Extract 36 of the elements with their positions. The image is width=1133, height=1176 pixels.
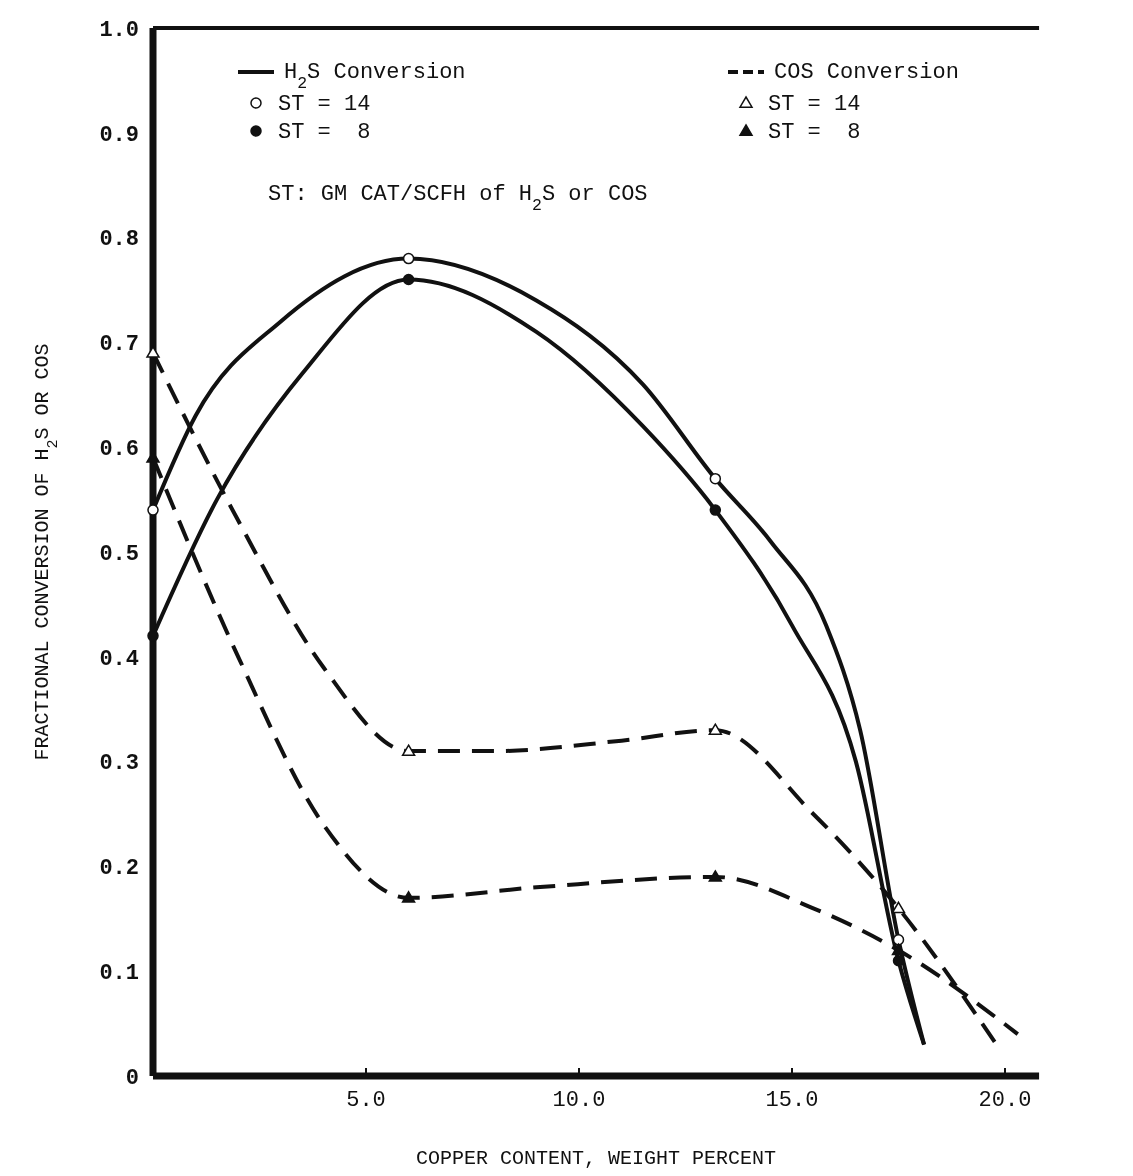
point — [709, 472, 722, 485]
y-tick-label: 0.9 — [99, 122, 139, 148]
x-tick-label: 5.0 — [346, 1088, 386, 1113]
point — [402, 273, 415, 286]
y-tick-label: 0.3 — [99, 751, 139, 777]
point — [709, 504, 722, 516]
y-tick-label: 1.0 — [99, 17, 139, 43]
legend-label: COS Conversion — [774, 60, 959, 85]
annotation: ST: GM CAT/SCFH of H$_{2}$S or COS — [268, 182, 648, 215]
y-tick-label: 0.4 — [99, 646, 139, 672]
point — [147, 504, 159, 516]
point — [147, 630, 159, 642]
y-tick-label: 0.1 — [99, 960, 139, 986]
y-tick-label: 0.6 — [99, 436, 139, 462]
point — [402, 252, 415, 265]
y-tick-label: 0 — [125, 1065, 139, 1091]
y-tick-label: 0.7 — [99, 332, 139, 358]
point — [891, 943, 906, 956]
y-tick-label: 0.2 — [99, 856, 139, 882]
y-tick-label: 0.5 — [99, 541, 139, 567]
point — [146, 346, 160, 358]
point — [708, 723, 723, 736]
point — [891, 901, 906, 914]
legend-label: ST = 8 — [278, 120, 371, 145]
x-tick-label: 15.0 — [765, 1088, 819, 1113]
y-tick-label: 0.8 — [99, 227, 139, 253]
legend-label: H$_{2}$S Conversion — [284, 60, 466, 93]
point — [401, 891, 416, 903]
legend-label: ST = 8 — [768, 120, 861, 145]
point — [708, 870, 723, 882]
x-tick-label: 20.0 — [978, 1088, 1032, 1113]
x-axis-title: COPPER CONTENT, WEIGHT PERCENT — [416, 1147, 777, 1170]
legend-label: ST = 14 — [768, 92, 861, 117]
legend-label: ST = 14 — [278, 92, 371, 117]
point — [401, 744, 416, 757]
x-tick-label: 10.0 — [552, 1088, 606, 1113]
